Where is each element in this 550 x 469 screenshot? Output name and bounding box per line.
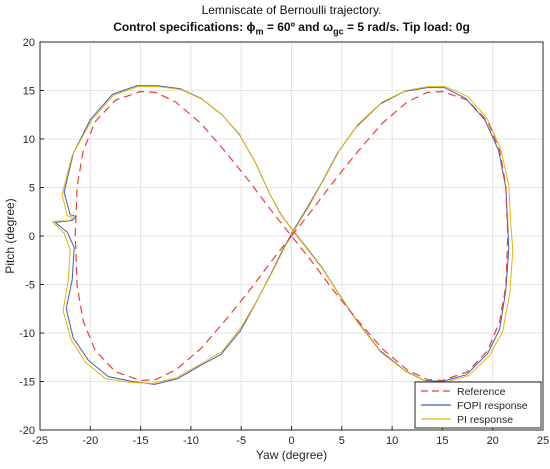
y-axis-label: Pitch (degree)	[3, 198, 17, 273]
ticks: -25 -20 -15 -10 -5 0 5 10 15 20 25-20-15-10-505101…	[19, 37, 549, 447]
x-tick-label: -25	[32, 435, 48, 447]
y-tick-label: -15	[19, 377, 35, 389]
x-tick-label: 5	[339, 435, 345, 447]
y-tick-label: 10	[23, 134, 35, 146]
y-tick-label: 5	[29, 183, 35, 195]
series-line-reference	[74, 90, 509, 382]
series-layer	[51, 85, 514, 385]
x-tick-label: 15	[436, 435, 448, 447]
x-axis-label: Yaw (degree)	[256, 448, 327, 462]
omega-subscript: gc	[333, 26, 344, 37]
chart-title: Lemniscate of Bernoulli trajectory.	[201, 3, 382, 17]
y-tick-label: -5	[25, 280, 35, 292]
series-line-fopi-response	[54, 85, 510, 385]
legend-label: FOPI response	[457, 400, 528, 412]
phi-subscript: m	[255, 26, 264, 37]
omega-symbol: ω	[322, 20, 334, 34]
x-tick-label: -20	[82, 435, 98, 447]
y-tick-label: 0	[29, 231, 35, 243]
x-tick-label: 25	[537, 435, 549, 447]
x-tick-label: 10	[386, 435, 398, 447]
legend: Reference FOPI response PI response	[414, 381, 542, 429]
x-tick-label: -15	[133, 435, 149, 447]
omega-value: = 5 rad/s. Tip load: 0g	[343, 20, 470, 34]
series-line-pi-response	[51, 86, 514, 384]
y-tick-label: -20	[19, 425, 35, 437]
x-tick-label: 0	[288, 435, 294, 447]
phi-value: = 60º and	[263, 20, 323, 34]
legend-label: Reference	[457, 386, 506, 398]
phi-symbol: ϕ	[246, 20, 256, 34]
x-tick-label: -5	[236, 435, 246, 447]
y-tick-label: 15	[23, 86, 35, 98]
legend-label: PI response	[457, 414, 513, 426]
x-tick-label: -10	[183, 435, 199, 447]
y-tick-label: 20	[23, 37, 35, 49]
subtitle-prefix: Control specifications:	[113, 20, 247, 34]
x-tick-label: 20	[487, 435, 499, 447]
y-tick-label: -10	[19, 328, 35, 340]
chart-subtitle: Control specifications: ϕm = 60º and ωgc…	[40, 20, 543, 36]
